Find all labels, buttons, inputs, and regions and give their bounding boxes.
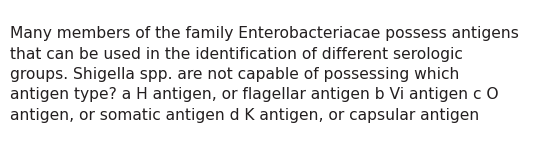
Text: Many members of the family Enterobacteriacae possess antigens
that can be used i: Many members of the family Enterobacteri… bbox=[10, 26, 519, 123]
